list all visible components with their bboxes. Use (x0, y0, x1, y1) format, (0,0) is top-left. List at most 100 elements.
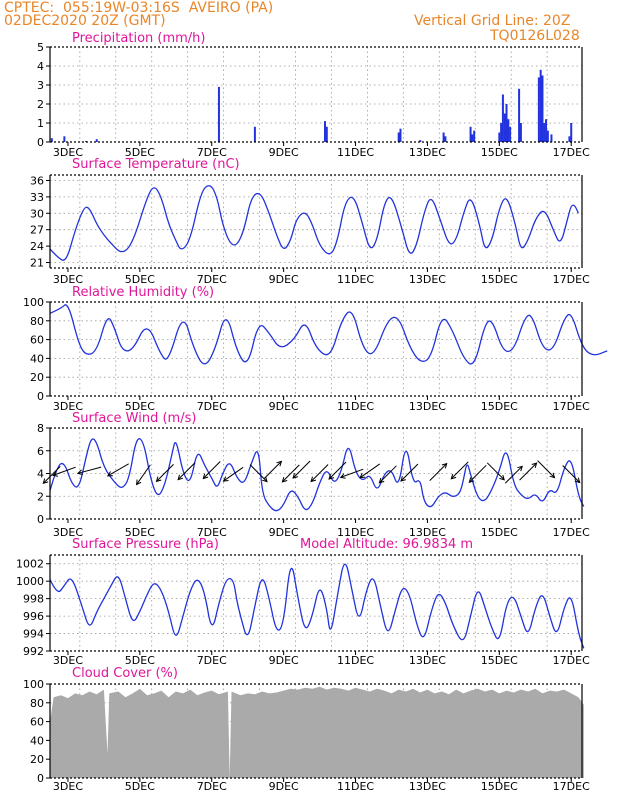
x-tick-label: 13DEC (409, 780, 446, 793)
wind-arrow (486, 462, 505, 481)
x-tick-label: 9DEC (269, 273, 299, 286)
x-tick-label: 7DEC (197, 526, 227, 539)
precip-bar (473, 130, 476, 142)
x-tick-label: 13DEC (409, 526, 446, 539)
precip-bar (507, 119, 510, 142)
wind-arrow (42, 466, 61, 484)
wind-arrow-head (549, 472, 556, 479)
wind-arrow-head (328, 474, 335, 480)
y-tick-label: 0 (37, 136, 44, 149)
wind-arrow (429, 463, 448, 481)
x-tick-label: 3DEC (53, 146, 83, 159)
precip-bar (444, 136, 447, 142)
y-tick-label: 6 (37, 445, 44, 458)
wind-arrow (77, 466, 102, 474)
wind-arrow-head (310, 476, 317, 483)
y-tick-label: 21 (30, 257, 44, 270)
panel-title: Surface Temperature (nC) (72, 157, 240, 172)
x-tick-label: 15DEC (481, 400, 518, 413)
y-tick-label: 80 (30, 315, 44, 328)
precip-bar (541, 75, 544, 142)
precip-bar (568, 136, 571, 142)
x-tick-label: 9DEC (269, 526, 299, 539)
y-tick-label: 60 (30, 334, 44, 347)
y-tick-label: 992 (23, 645, 44, 658)
x-tick-label: 5DEC (125, 654, 155, 667)
wind-arrow-head (359, 472, 366, 479)
model-id: TQ0126L028 (490, 28, 580, 44)
wind-arrow (223, 466, 244, 482)
series-line (49, 304, 608, 365)
precip-bar (501, 94, 504, 142)
precip-bar (50, 138, 53, 142)
x-tick-label: 13DEC (409, 654, 446, 667)
y-tick-label: 80 (30, 697, 44, 710)
x-tick-label: 17DEC (553, 526, 590, 539)
wind-arrow (264, 461, 282, 479)
x-tick-label: 5DEC (125, 400, 155, 413)
panel-subtitle: Model Altitude: 96.9834 m (300, 537, 473, 552)
x-tick-label: 15DEC (481, 146, 518, 159)
wind-arrow-head (42, 478, 49, 485)
x-tick-label: 7DEC (197, 780, 227, 793)
wind-arrow-head (262, 476, 268, 483)
y-tick-label: 2 (37, 98, 44, 111)
y-tick-label: 1002 (16, 558, 44, 571)
y-tick-label: 30 (30, 207, 44, 220)
y-tick-label: 996 (23, 610, 44, 623)
wind-arrow (281, 464, 300, 483)
precip-bar (570, 123, 573, 142)
wind-arrow-head (177, 474, 184, 481)
precip-bar (442, 132, 445, 142)
precip-bar (545, 119, 548, 142)
precip-bar (498, 132, 501, 142)
x-tick-label: 17DEC (553, 400, 590, 413)
precip-bar (503, 113, 506, 142)
y-tick-label: 994 (23, 628, 44, 641)
y-tick-label: 0 (37, 513, 44, 526)
run-datetime: 02DEC2020 20Z (GMT) (4, 13, 166, 29)
wind-arrow-head (281, 476, 288, 483)
x-tick-label: 3DEC (53, 400, 83, 413)
y-tick-label: 1 (37, 117, 44, 130)
precip-bar (546, 130, 549, 142)
y-tick-label: 4 (37, 60, 44, 73)
x-tick-label: 11DEC (337, 273, 374, 286)
y-tick-label: 5 (37, 41, 44, 54)
y-tick-label: 33 (30, 191, 44, 204)
x-tick-label: 9DEC (269, 654, 299, 667)
wind-arrow-head (400, 476, 406, 482)
x-tick-label: 17DEC (553, 654, 590, 667)
precip-bar (469, 126, 472, 142)
wind-arrow-head (339, 473, 346, 479)
x-tick-label: 5DEC (125, 526, 155, 539)
x-tick-label: 9DEC (269, 146, 299, 159)
y-tick-label: 27 (30, 224, 44, 237)
y-tick-label: 20 (30, 371, 44, 384)
precip-bar (539, 69, 542, 142)
x-tick-label: 3DEC (53, 526, 83, 539)
x-tick-label: 15DEC (481, 526, 518, 539)
panel-title: Relative Humidity (%) (72, 285, 214, 300)
precip-bar (84, 141, 87, 142)
x-tick-label: 15DEC (481, 273, 518, 286)
precip-bar (519, 123, 522, 142)
x-tick-label: 3DEC (53, 654, 83, 667)
precip-bar (253, 126, 256, 142)
wind-arrow-head (517, 465, 523, 472)
wind-arrow-head (52, 471, 59, 477)
panel-title: Precipitation (mm/h) (72, 31, 205, 46)
series-line (49, 185, 579, 261)
wind-arrow (400, 463, 419, 482)
x-tick-label: 9DEC (269, 780, 299, 793)
precip-bar (518, 88, 521, 142)
wind-arrow-head (499, 474, 505, 481)
wind-arrow (292, 460, 311, 479)
x-tick-label: 5DEC (125, 146, 155, 159)
wind-arrow-head (136, 479, 142, 486)
x-tick-label: 5DEC (125, 273, 155, 286)
wind-arrow (177, 462, 196, 480)
wind-arrow-head (276, 460, 283, 467)
vertical-grid-info: Vertical Grid Line: 20Z (414, 13, 571, 29)
wind-arrow (537, 460, 555, 478)
